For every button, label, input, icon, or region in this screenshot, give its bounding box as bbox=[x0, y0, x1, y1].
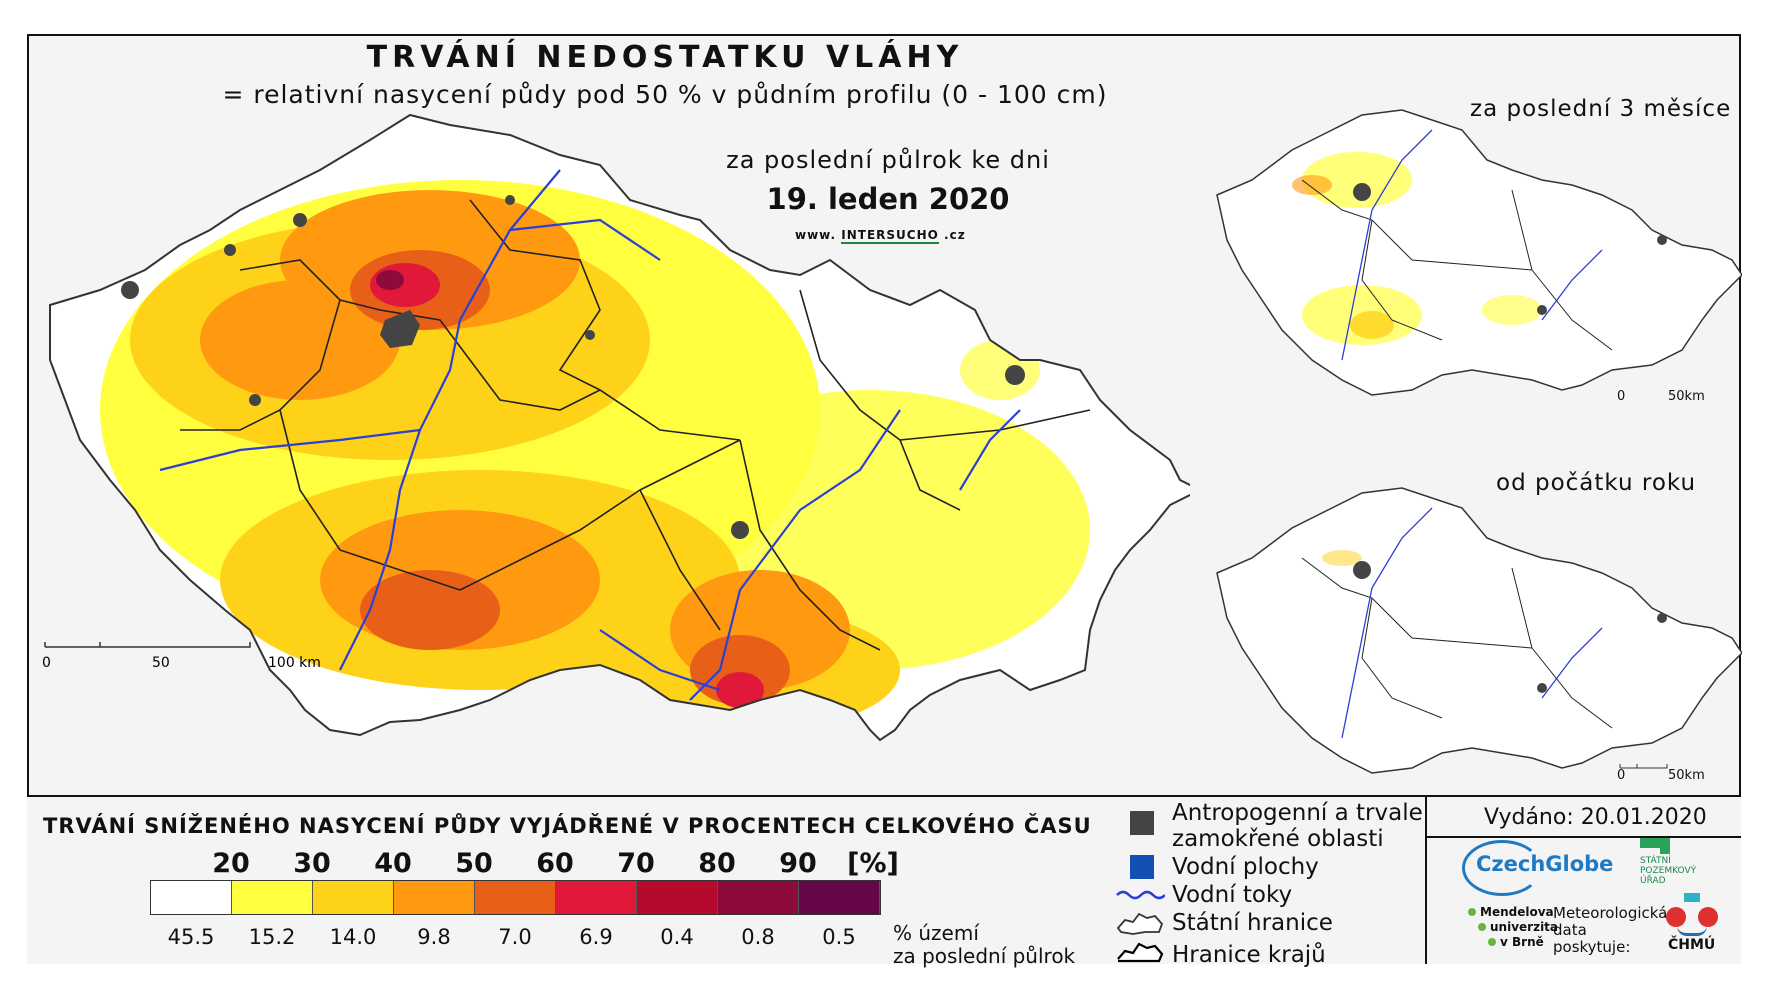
threshold-20: 20 bbox=[212, 848, 250, 879]
spu-line1: STÁTNÍ bbox=[1640, 856, 1671, 866]
area-unit: % území za poslední půlrok bbox=[893, 922, 1075, 968]
legend-panel bbox=[27, 795, 1741, 964]
pct-8: 0.5 bbox=[822, 925, 856, 949]
threshold-40: 40 bbox=[374, 848, 412, 879]
threshold-90: 90 bbox=[779, 848, 817, 879]
main-scale-50: 50 bbox=[152, 655, 170, 671]
issued-divider bbox=[1425, 836, 1741, 838]
pct-5: 6.9 bbox=[579, 925, 613, 949]
key-anthropogenic: Antropogenní a trvale zamokřené oblasti bbox=[1172, 800, 1423, 852]
inset2-scale-0: 0 bbox=[1617, 768, 1626, 783]
meteo-line2: data bbox=[1553, 921, 1587, 939]
threshold-70: 70 bbox=[617, 848, 655, 879]
pct-0: 45.5 bbox=[167, 925, 215, 949]
czechglobe-logo: CzechGlobe bbox=[1462, 840, 1614, 896]
key-state-border: Státní hranice bbox=[1172, 910, 1333, 936]
inset1-scale-50: 50km bbox=[1668, 389, 1705, 404]
pct-3: 9.8 bbox=[417, 925, 451, 949]
map-title: TRVÁNÍ NEDOSTATKU VLÁHY bbox=[366, 40, 964, 75]
meteo-line3: poskytuje: bbox=[1553, 938, 1631, 956]
spu-line3: ÚŘAD bbox=[1640, 876, 1666, 886]
legend-swatch-6 bbox=[637, 881, 718, 914]
key-anthropogenic-line1: Antropogenní a trvale bbox=[1172, 800, 1423, 826]
legend-color-bar bbox=[150, 880, 881, 915]
legend-swatch-1 bbox=[232, 881, 313, 914]
threshold-unit: [%] bbox=[847, 848, 899, 879]
legend-swatch-8 bbox=[799, 881, 880, 914]
inset-label-year-start: od počátku roku bbox=[1496, 470, 1697, 496]
threshold-60: 60 bbox=[536, 848, 574, 879]
mendel-line2: univerzita bbox=[1490, 920, 1559, 934]
regional-border-icon bbox=[1117, 942, 1164, 963]
czechglobe-text: CzechGlobe bbox=[1476, 852, 1614, 876]
mendel-line1: Mendelova bbox=[1480, 905, 1554, 919]
anthropogenic-swatch bbox=[1130, 811, 1154, 835]
inset1-scale-0: 0 bbox=[1617, 389, 1626, 404]
legend-swatch-7 bbox=[718, 881, 799, 914]
legend-swatch-3 bbox=[394, 881, 475, 914]
key-water-bodies: Vodní plochy bbox=[1172, 854, 1319, 880]
inset-map-year-start bbox=[1216, 487, 1742, 774]
inset2-scale-50: 50km bbox=[1668, 768, 1705, 783]
mendel-line3: v Brně bbox=[1500, 935, 1544, 949]
spu-line2: POZEMKOVÝ bbox=[1640, 866, 1697, 876]
website-suffix: .cz bbox=[944, 228, 966, 242]
meteo-line1: Meteorologická bbox=[1553, 904, 1668, 922]
website-brand: INTERSUCHO bbox=[841, 228, 939, 244]
inset-label-3-months: za poslední 3 měsíce bbox=[1470, 96, 1732, 122]
legend-swatch-2 bbox=[313, 881, 394, 914]
key-streams: Vodní toky bbox=[1172, 882, 1293, 908]
streams-icon bbox=[1116, 890, 1165, 900]
spu-logo: STÁTNÍ POZEMKOVÝ ÚŘAD bbox=[1640, 838, 1720, 886]
pct-6: 0.4 bbox=[660, 925, 694, 949]
map-subtitle: = relativní nasycení půdy pod 50 % v půd… bbox=[222, 80, 1108, 109]
period-label: za poslední půlrok ke dni bbox=[726, 146, 1050, 174]
threshold-30: 30 bbox=[293, 848, 331, 879]
website-link[interactable]: www. INTERSUCHO .cz bbox=[795, 228, 966, 244]
area-unit-line2: za poslední půlrok bbox=[893, 944, 1076, 968]
legend-swatch-0 bbox=[151, 881, 232, 914]
legend-title: TRVÁNÍ SNÍŽENÉHO NASYCENÍ PŮDY VYJÁDŘENÉ… bbox=[43, 814, 1092, 838]
chmu-text: ČHMÚ bbox=[1668, 937, 1716, 953]
pct-7: 0.8 bbox=[741, 925, 775, 949]
legend-swatch-4 bbox=[475, 881, 556, 914]
map-date: 19. leden 2020 bbox=[766, 182, 1010, 216]
pct-4: 7.0 bbox=[498, 925, 532, 949]
key-regional-border: Hranice krajů bbox=[1172, 942, 1326, 968]
threshold-80: 80 bbox=[698, 848, 736, 879]
threshold-50: 50 bbox=[455, 848, 493, 879]
state-border-icon bbox=[1116, 912, 1164, 935]
legend-swatch-5 bbox=[556, 881, 637, 914]
inset-map-3-months bbox=[1216, 109, 1742, 396]
key-anthropogenic-line2: zamokřené oblasti bbox=[1172, 826, 1384, 852]
pct-2: 14.0 bbox=[329, 925, 377, 949]
website-prefix: www. bbox=[795, 228, 837, 242]
legend-divider bbox=[1425, 795, 1427, 964]
main-map: 0 50 100 km bbox=[42, 113, 1190, 742]
meteo-credit: Meteorologická data poskytuje: bbox=[1553, 905, 1667, 956]
issued-date: Vydáno: 20.01.2020 bbox=[1484, 805, 1707, 830]
main-scale-0: 0 bbox=[42, 655, 51, 671]
main-scale-100: 100 km bbox=[268, 655, 321, 671]
area-unit-line1: % území bbox=[893, 921, 979, 945]
pct-1: 15.2 bbox=[248, 925, 296, 949]
mendel-logo: Mendelova univerzita v Brně bbox=[1468, 905, 1558, 950]
water-swatch bbox=[1130, 855, 1154, 879]
